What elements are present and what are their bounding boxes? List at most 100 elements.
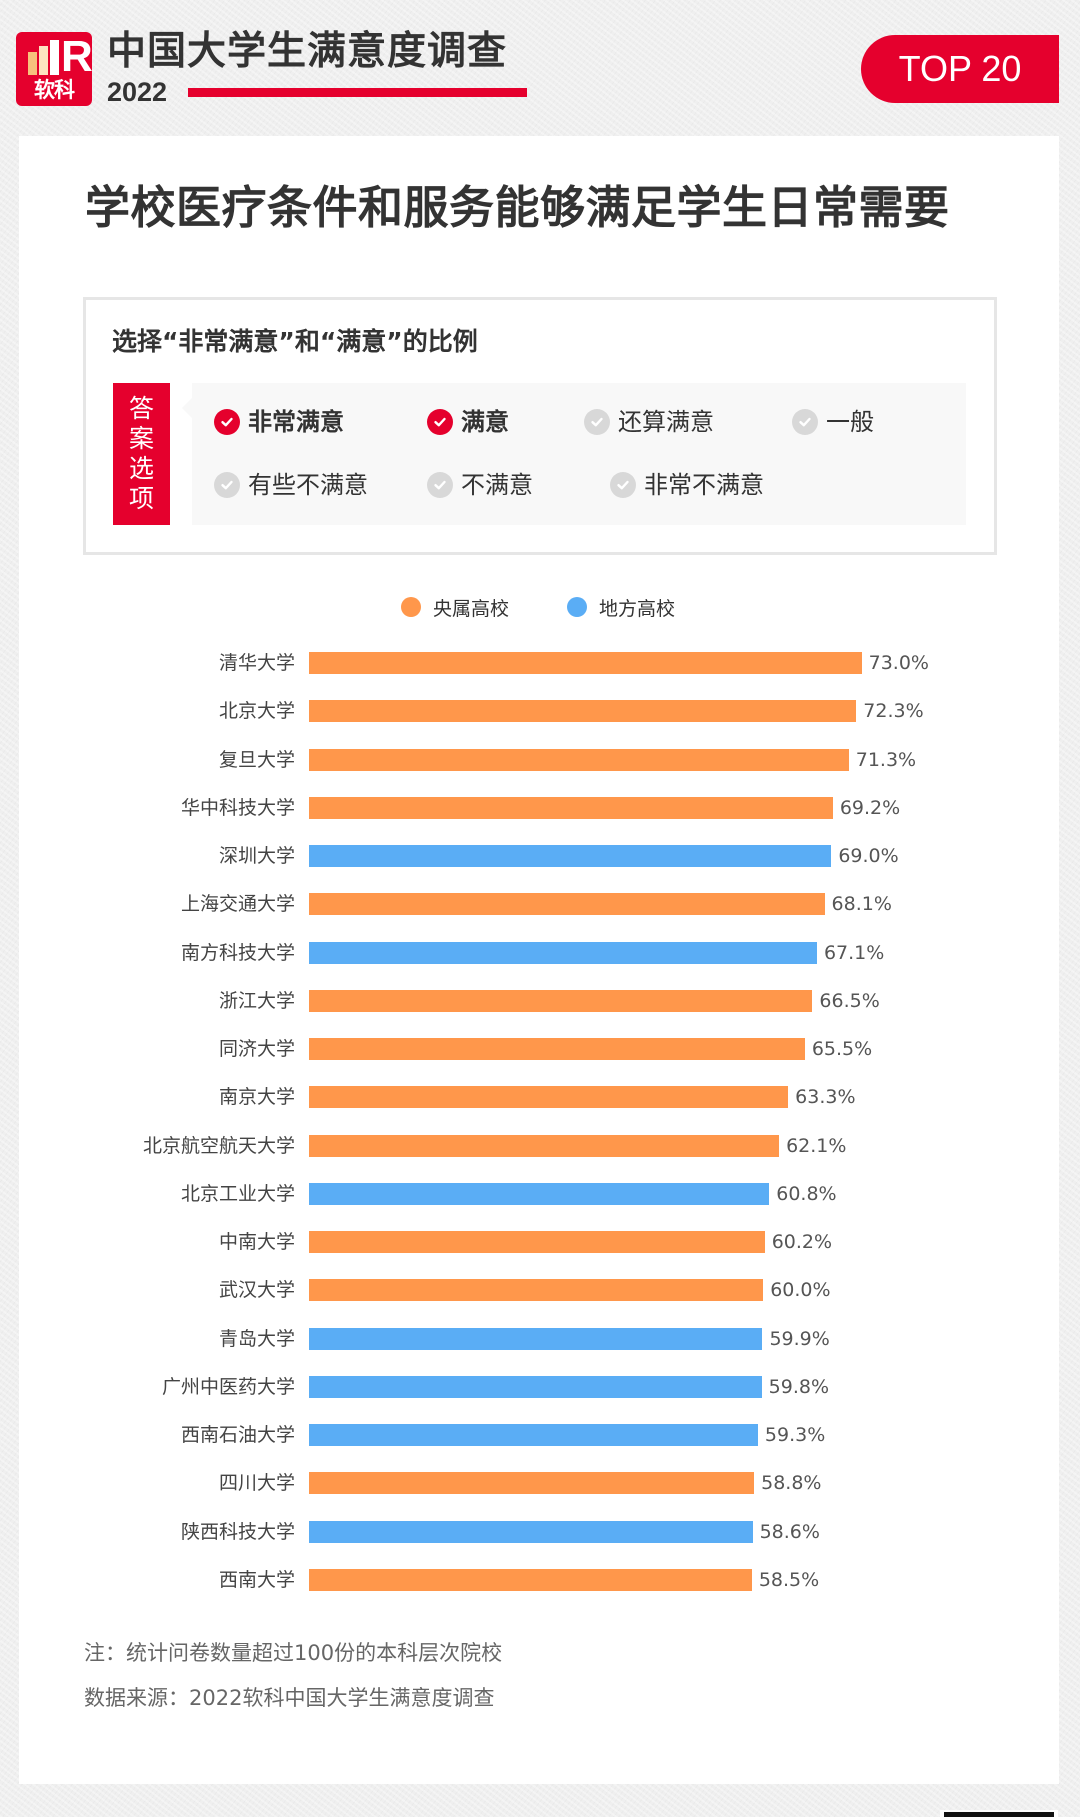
- answer-option-label: 非常满意: [248, 408, 344, 436]
- university-label: 青岛大学: [218, 1327, 295, 1350]
- logo-bar-icon: [50, 40, 59, 75]
- answer-option: 一般: [792, 407, 874, 437]
- bar-row: 四川大学 58.8%: [0, 1472, 1080, 1495]
- value-label: 58.6%: [759, 1520, 820, 1543]
- bar: [309, 1086, 789, 1109]
- value-label: 59.8%: [768, 1375, 830, 1398]
- legend-local: 地方高校: [567, 595, 676, 620]
- university-label: 上海交通大学: [180, 893, 295, 916]
- value-label: 62.1%: [786, 1134, 847, 1157]
- logo-r-icon: R: [61, 32, 92, 81]
- university-label: 陕西科技大学: [180, 1520, 295, 1543]
- legend-central: 央属高校: [401, 595, 510, 620]
- value-label: 58.5%: [758, 1568, 820, 1591]
- answer-option: 满意: [427, 407, 509, 437]
- bar: [309, 941, 817, 964]
- university-label: 南京大学: [218, 1086, 295, 1109]
- university-label: 广州中医药大学: [161, 1375, 295, 1398]
- university-label: 浙江大学: [218, 989, 295, 1012]
- answer-option-label: 不满意: [461, 471, 533, 499]
- bar-row: 陕西科技大学 58.6%: [0, 1520, 1080, 1543]
- value-label: 71.3%: [855, 748, 917, 771]
- university-label: 复旦大学: [218, 748, 295, 771]
- university-label: 北京工业大学: [180, 1182, 295, 1205]
- answer-option-label: 一般: [826, 408, 874, 436]
- bar: [309, 1231, 765, 1254]
- value-label: 65.5%: [811, 1038, 873, 1061]
- bar: [309, 700, 857, 723]
- bar: [309, 989, 813, 1012]
- bar: [309, 893, 825, 916]
- university-label: 北京航空航天大学: [142, 1134, 295, 1157]
- bar-row: 北京航空航天大学 62.1%: [0, 1134, 1080, 1157]
- answer-option: 不满意: [427, 470, 533, 500]
- logo-text: 软科: [34, 78, 75, 102]
- survey-year: 2022: [107, 77, 168, 107]
- value-label: 60.8%: [776, 1182, 837, 1205]
- bar: [309, 1472, 755, 1495]
- check-unselected-icon: [584, 409, 610, 435]
- bar-row: 南京大学 63.3%: [0, 1086, 1080, 1109]
- bar-row: 广州中医药大学 59.8%: [0, 1375, 1080, 1398]
- bar-row: 清华大学 73.0%: [0, 652, 1080, 674]
- university-label: 西南大学: [218, 1568, 295, 1591]
- bar-row: 武汉大学 60.0%: [0, 1279, 1080, 1302]
- header-divider: [188, 88, 527, 97]
- blue-dot-icon: [567, 597, 587, 617]
- university-label: 同济大学: [218, 1038, 295, 1061]
- bar-row: 华中科技大学 69.2%: [0, 796, 1080, 819]
- check-unselected-icon: [427, 472, 453, 498]
- data-source: 数据来源：2022软科中国大学生满意度调查: [84, 1686, 495, 1710]
- answer-label-char: 选: [128, 454, 154, 483]
- answer-option-label: 非常不满意: [644, 471, 764, 499]
- question-subtitle: 选择“非常满意”和“满意”的比例: [112, 327, 478, 356]
- bar-row: 深圳大学 69.0%: [0, 845, 1080, 868]
- bar: [309, 1182, 770, 1205]
- university-label: 武汉大学: [218, 1279, 295, 1302]
- legend-label: 央属高校: [433, 597, 510, 620]
- answer-option-label: 有些不满意: [248, 471, 368, 499]
- bar-row: 中南大学 60.2%: [0, 1231, 1080, 1254]
- university-label: 清华大学: [218, 652, 295, 674]
- value-label: 66.5%: [819, 989, 880, 1012]
- value-label: 68.1%: [831, 893, 892, 916]
- check-selected-icon: [214, 409, 240, 435]
- value-label: 60.2%: [771, 1231, 833, 1254]
- value-label: 63.3%: [795, 1086, 856, 1109]
- bar: [309, 845, 832, 868]
- bar: [309, 1424, 758, 1447]
- top-badge: TOP 20: [861, 35, 1059, 103]
- answer-option: 有些不满意: [214, 470, 368, 500]
- bar-row: 南方科技大学 67.1%: [0, 941, 1080, 964]
- value-label: 59.9%: [769, 1327, 830, 1350]
- logo-bar-icon: [39, 46, 48, 75]
- value-label: 67.1%: [823, 941, 885, 964]
- value-label: 72.3%: [863, 700, 924, 723]
- check-unselected-icon: [792, 409, 818, 435]
- bar-row: 青岛大学 59.9%: [0, 1327, 1080, 1350]
- answer-option-label: 满意: [461, 408, 509, 436]
- value-label: 59.3%: [764, 1424, 826, 1447]
- bar: [309, 1520, 753, 1543]
- bar: [309, 1375, 762, 1398]
- survey-title: 中国大学生满意度调查: [107, 29, 508, 74]
- bar-row: 北京工业大学 60.8%: [0, 1182, 1080, 1205]
- bar: [309, 796, 833, 819]
- value-label: 69.2%: [839, 796, 901, 819]
- check-selected-icon: [427, 409, 453, 435]
- check-unselected-icon: [214, 472, 240, 498]
- answer-options-label: 答 案 选 项: [113, 383, 170, 525]
- bar: [309, 1134, 780, 1157]
- logo-bar-icon: [28, 52, 37, 75]
- answer-label-char: 案: [128, 424, 154, 453]
- legend-label: 地方高校: [599, 597, 676, 620]
- bar: [309, 1279, 764, 1302]
- university-label: 南方科技大学: [180, 941, 295, 964]
- bar-row: 上海交通大学 68.1%: [0, 893, 1080, 916]
- orange-dot-icon: [401, 597, 421, 617]
- bar-row: 同济大学 65.5%: [0, 1038, 1080, 1061]
- value-label: 69.0%: [838, 845, 899, 868]
- bar: [309, 652, 862, 674]
- ruanke-logo: R 软科: [16, 32, 92, 106]
- bar-row: 北京大学 72.3%: [0, 700, 1080, 723]
